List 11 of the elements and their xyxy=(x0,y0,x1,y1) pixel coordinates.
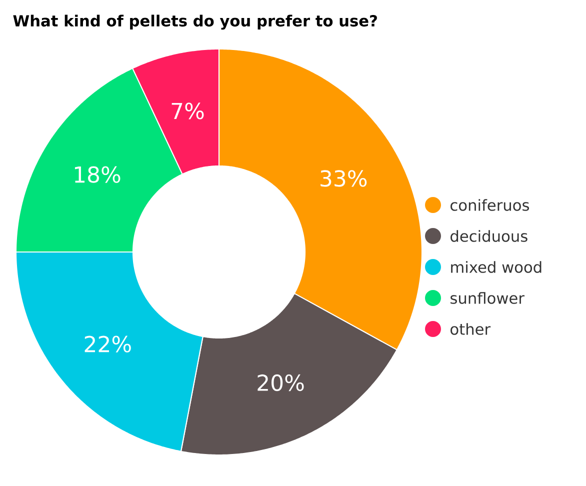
data-label: 20% xyxy=(258,374,304,392)
data-label: 33% xyxy=(320,170,367,187)
data-label: 7% xyxy=(172,102,204,120)
legend-label: other xyxy=(450,323,491,335)
legend-label: sunflower xyxy=(450,292,524,304)
data-label: 18% xyxy=(74,166,120,183)
legend-label: mixed wood xyxy=(451,261,542,273)
legend-label: deciduous xyxy=(450,230,528,242)
data-label: 22% xyxy=(84,336,131,352)
chart-title: What kind of pellets do you prefer to use? xyxy=(13,14,377,30)
legend-label: coniferuos xyxy=(450,199,529,211)
